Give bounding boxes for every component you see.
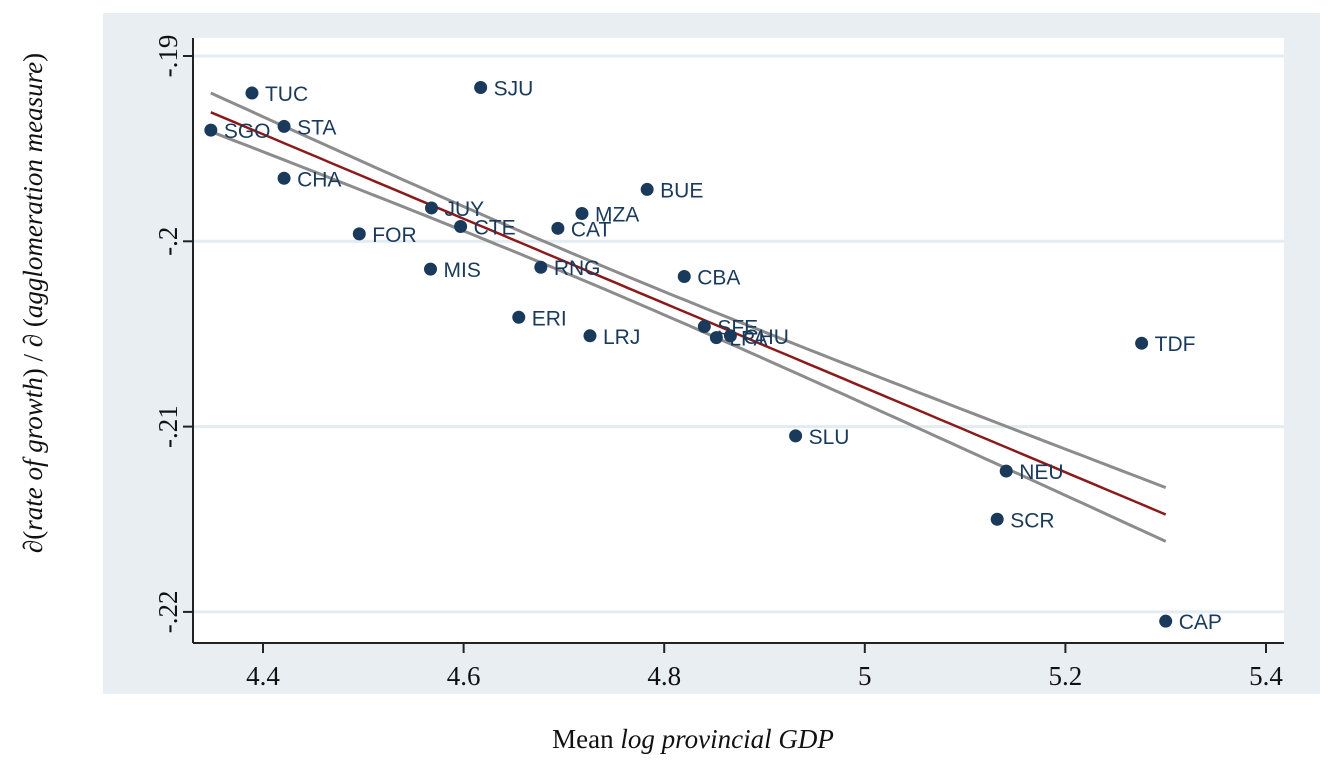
data-point-mis: MIS: [424, 259, 481, 282]
point-label: CHU: [743, 326, 789, 349]
y-tick-label: -.2: [153, 227, 183, 256]
point-marker: [999, 464, 1013, 478]
point-label: CAP: [1179, 611, 1222, 634]
x-axis-title: Mean log provincial GDP: [552, 724, 834, 754]
data-point-lpa: LPA: [709, 328, 767, 351]
point-marker: [512, 310, 526, 324]
data-point-tuc: TUC: [245, 83, 308, 106]
point-label: BUE: [660, 179, 703, 202]
data-point-mza: MZA: [575, 204, 639, 227]
fit-line: [210, 111, 1167, 516]
y-title-italic2: agglomeration measure: [18, 62, 48, 318]
point-label: FOR: [372, 224, 416, 247]
y-title-prefix: ∂(: [18, 531, 48, 553]
point-marker: [575, 207, 589, 221]
point-label: MIS: [444, 259, 481, 282]
y-title-italic1: rate of growth: [18, 377, 48, 531]
point-label: TUC: [265, 83, 308, 106]
data-point-sta: STA: [277, 116, 336, 139]
data-point-slu: SLU: [789, 426, 849, 449]
x-axis-ticks: 4.4 4.6 4.8 5 5.2 5.4: [246, 643, 1283, 691]
point-label: NEU: [1019, 461, 1063, 484]
gridlines: [194, 54, 1284, 614]
point-label: SJU: [494, 78, 534, 101]
x-tick-label: 5: [858, 661, 872, 691]
y-axis-title: ∂(rate of growth) / ∂ (agglomeration mea…: [18, 53, 48, 553]
point-label: STA: [297, 116, 336, 139]
data-point-cat: CAT: [551, 218, 611, 241]
data-point-scr: SCR: [990, 509, 1055, 532]
x-tick-label: 4.8: [647, 661, 681, 691]
data-point-chu: CHU: [723, 326, 789, 349]
data-point-neu: NEU: [999, 461, 1064, 484]
point-label: CBA: [697, 267, 740, 290]
y-axis-ticks: -.19 -.2 -.21 -.22: [153, 35, 193, 634]
point-marker: [425, 201, 439, 215]
point-marker: [352, 227, 366, 241]
data-point-lrj: LRJ: [583, 326, 640, 349]
data-point-cba: CBA: [677, 267, 740, 290]
point-label: LRJ: [603, 326, 640, 349]
point-label: ERI: [532, 307, 567, 330]
point-marker: [789, 429, 803, 443]
x-tick-label: 5.2: [1049, 661, 1083, 691]
ci-upper-line: [210, 91, 1167, 489]
point-marker: [204, 123, 218, 137]
point-label: SCR: [1010, 509, 1054, 532]
point-marker: [277, 171, 291, 185]
point-marker: [454, 219, 468, 233]
y-tick-label: -.21: [153, 405, 183, 448]
point-label: LPA: [729, 328, 767, 351]
data-point-rng: RNG: [534, 257, 601, 280]
data-point-juy: JUY: [425, 198, 484, 221]
data-point-cte: CTE: [454, 216, 516, 239]
point-marker: [697, 320, 711, 334]
data-point-for: FOR: [352, 224, 417, 247]
point-marker: [277, 119, 291, 133]
point-label: MZA: [595, 204, 639, 227]
point-marker: [583, 329, 597, 343]
data-point-cha: CHA: [277, 168, 341, 191]
data-point-cap: CAP: [1159, 611, 1222, 634]
point-label: SLU: [809, 426, 850, 449]
point-marker: [245, 86, 259, 100]
point-marker: [709, 331, 723, 345]
point-marker: [474, 81, 488, 95]
point-label: CHA: [297, 168, 341, 191]
point-marker: [723, 329, 737, 343]
point-label: SGO: [224, 120, 271, 143]
point-marker: [1135, 336, 1149, 350]
point-marker: [990, 512, 1004, 526]
x-tick-label: 5.4: [1249, 661, 1283, 691]
fit-line-group: [210, 111, 1167, 516]
data-point-tdf: TDF: [1135, 333, 1195, 356]
point-label: CTE: [474, 216, 516, 239]
point-marker: [1159, 614, 1173, 628]
data-point-sju: SJU: [474, 78, 533, 101]
point-label: CAT: [571, 218, 612, 241]
point-label: RNG: [554, 257, 601, 280]
y-tick-label: -.19: [153, 35, 183, 78]
x-tick-label: 4.6: [447, 661, 481, 691]
y-tick-label: -.22: [153, 591, 183, 634]
plot-area: [193, 38, 1284, 643]
x-axis-title-italic: log provincial GDP: [620, 724, 833, 754]
y-title-mid: ) / ∂ (: [18, 318, 48, 377]
data-point-bue: BUE: [640, 179, 703, 202]
point-marker: [551, 221, 565, 235]
x-tick-label: 4.4: [246, 661, 280, 691]
point-label: TDF: [1155, 333, 1196, 356]
y-title-suffix: ): [18, 53, 48, 62]
point-marker: [534, 260, 548, 274]
data-point-sgo: SGO: [204, 120, 271, 143]
x-axis-title-plain: Mean: [552, 724, 620, 754]
point-marker: [677, 270, 691, 284]
point-label: JUY: [445, 198, 485, 221]
data-point-eri: ERI: [512, 307, 567, 330]
point-marker: [424, 262, 438, 276]
point-marker: [640, 182, 654, 196]
